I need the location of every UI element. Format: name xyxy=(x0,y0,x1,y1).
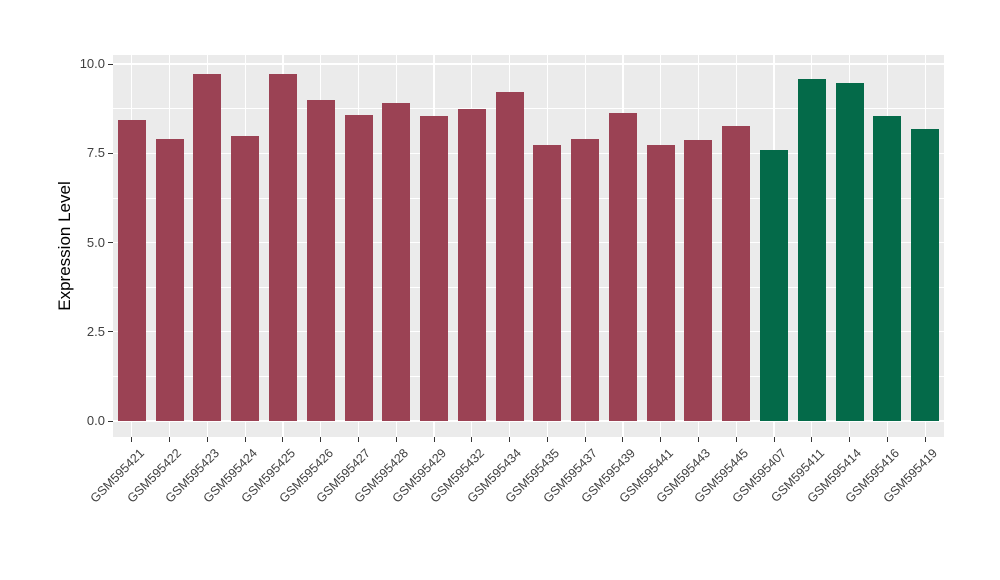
y-tick-mark xyxy=(108,420,113,422)
x-tick-mark xyxy=(773,437,775,442)
x-tick-mark xyxy=(697,437,699,442)
bar-GSM595421 xyxy=(117,119,146,421)
bar-GSM595432 xyxy=(457,108,486,421)
bar-GSM595445 xyxy=(722,125,751,421)
bar-GSM595423 xyxy=(193,74,222,421)
major-gridline xyxy=(113,63,944,65)
x-tick-mark xyxy=(924,437,926,442)
bar-GSM595426 xyxy=(306,99,335,421)
y-tick-label: 0.0 xyxy=(86,413,105,428)
bar-GSM595416 xyxy=(873,116,902,421)
bar-GSM595439 xyxy=(608,112,637,421)
bar-GSM595437 xyxy=(571,138,600,421)
x-tick-mark xyxy=(886,437,888,442)
bar-GSM595429 xyxy=(420,116,449,421)
bar-GSM595407 xyxy=(760,150,789,421)
y-tick-label: 5.0 xyxy=(86,234,105,250)
bar-GSM595434 xyxy=(495,92,524,421)
bar-GSM595435 xyxy=(533,144,562,421)
bar-GSM595422 xyxy=(155,138,184,421)
x-tick-mark xyxy=(546,437,548,442)
x-tick-mark xyxy=(660,437,662,442)
minor-gridline xyxy=(113,197,944,199)
x-tick-mark xyxy=(395,437,397,442)
bar-GSM595441 xyxy=(646,144,675,421)
bar-GSM595411 xyxy=(797,78,826,421)
x-tick-mark xyxy=(244,437,246,442)
major-gridline xyxy=(113,241,944,244)
y-tick-mark xyxy=(108,152,113,154)
minor-gridline xyxy=(113,108,944,109)
y-tick-label: 7.5 xyxy=(86,145,105,161)
y-tick-label: 2.5 xyxy=(86,323,105,339)
x-tick-mark xyxy=(584,437,586,442)
major-gridline xyxy=(113,331,944,333)
x-tick-mark xyxy=(282,437,284,442)
major-gridline xyxy=(113,420,944,422)
x-tick-mark xyxy=(206,437,208,442)
y-tick-label: 10.0 xyxy=(79,56,105,71)
y-tick-mark xyxy=(108,331,113,333)
bar-GSM595424 xyxy=(231,136,260,421)
x-tick-mark xyxy=(169,437,171,442)
bar-GSM595414 xyxy=(835,82,864,421)
x-tick-mark xyxy=(811,437,813,442)
bar-GSM595427 xyxy=(344,114,373,421)
x-tick-mark xyxy=(849,437,851,442)
x-tick-mark xyxy=(433,437,435,442)
minor-gridline xyxy=(113,376,944,377)
plot-panel xyxy=(113,55,944,437)
y-tick-mark xyxy=(108,63,113,65)
bar-GSM595443 xyxy=(684,140,713,421)
x-tick-mark xyxy=(471,437,473,442)
bar-GSM595428 xyxy=(382,102,411,421)
x-tick-mark xyxy=(622,437,624,442)
x-tick-mark xyxy=(509,437,511,442)
major-gridline xyxy=(113,152,944,154)
x-tick-mark xyxy=(131,437,133,442)
x-tick-mark xyxy=(735,437,737,442)
x-tick-mark xyxy=(320,437,322,442)
bar-GSM595425 xyxy=(268,73,297,421)
minor-gridline xyxy=(113,286,944,288)
y-tick-mark xyxy=(108,242,113,243)
bar-GSM595419 xyxy=(911,128,940,421)
x-tick-mark xyxy=(358,437,360,442)
